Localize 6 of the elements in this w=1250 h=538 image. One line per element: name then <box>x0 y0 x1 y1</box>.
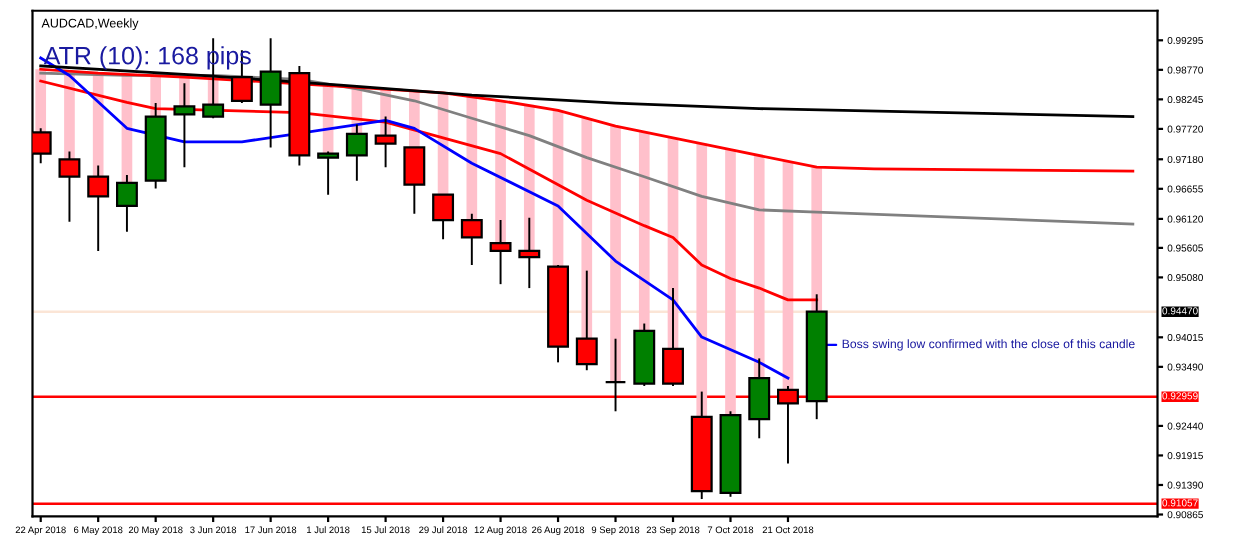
candlestick <box>604 337 627 413</box>
bar <box>725 149 736 416</box>
line-series <box>39 79 819 302</box>
line-series <box>39 67 1135 173</box>
line-series <box>39 71 1135 226</box>
bar <box>610 126 621 383</box>
